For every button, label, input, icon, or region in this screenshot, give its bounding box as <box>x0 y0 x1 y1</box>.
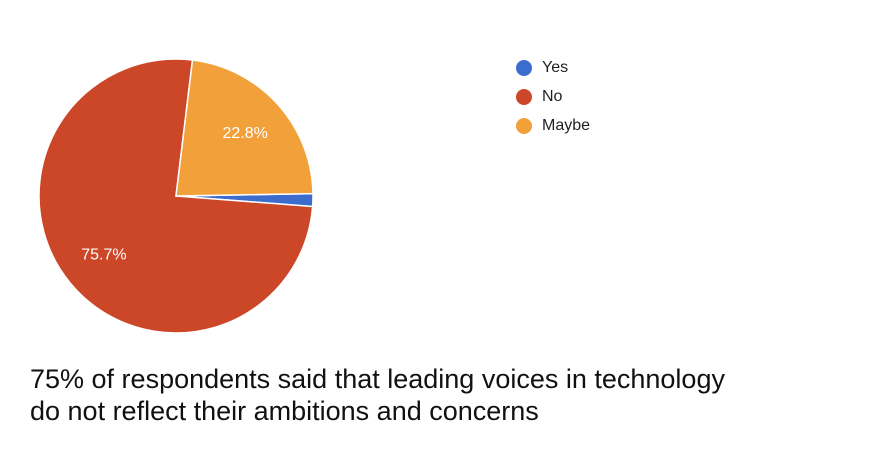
legend-swatch <box>516 60 532 76</box>
legend-swatch <box>516 118 532 134</box>
legend-label: Maybe <box>542 117 590 134</box>
pie: 75.7% 22.8% <box>38 58 314 334</box>
caption-line: 75% of respondents said that leading voi… <box>30 364 725 394</box>
caption-line: do not reflect their ambitions and conce… <box>30 396 539 426</box>
legend-label: Yes <box>542 59 568 76</box>
legend: Yes No Maybe <box>516 59 590 134</box>
slice-label: 22.8% <box>223 125 268 142</box>
slice-label: 75.7% <box>81 246 126 263</box>
legend-swatch <box>516 89 532 105</box>
pie-slice <box>175 59 314 197</box>
legend-label: No <box>542 88 563 105</box>
